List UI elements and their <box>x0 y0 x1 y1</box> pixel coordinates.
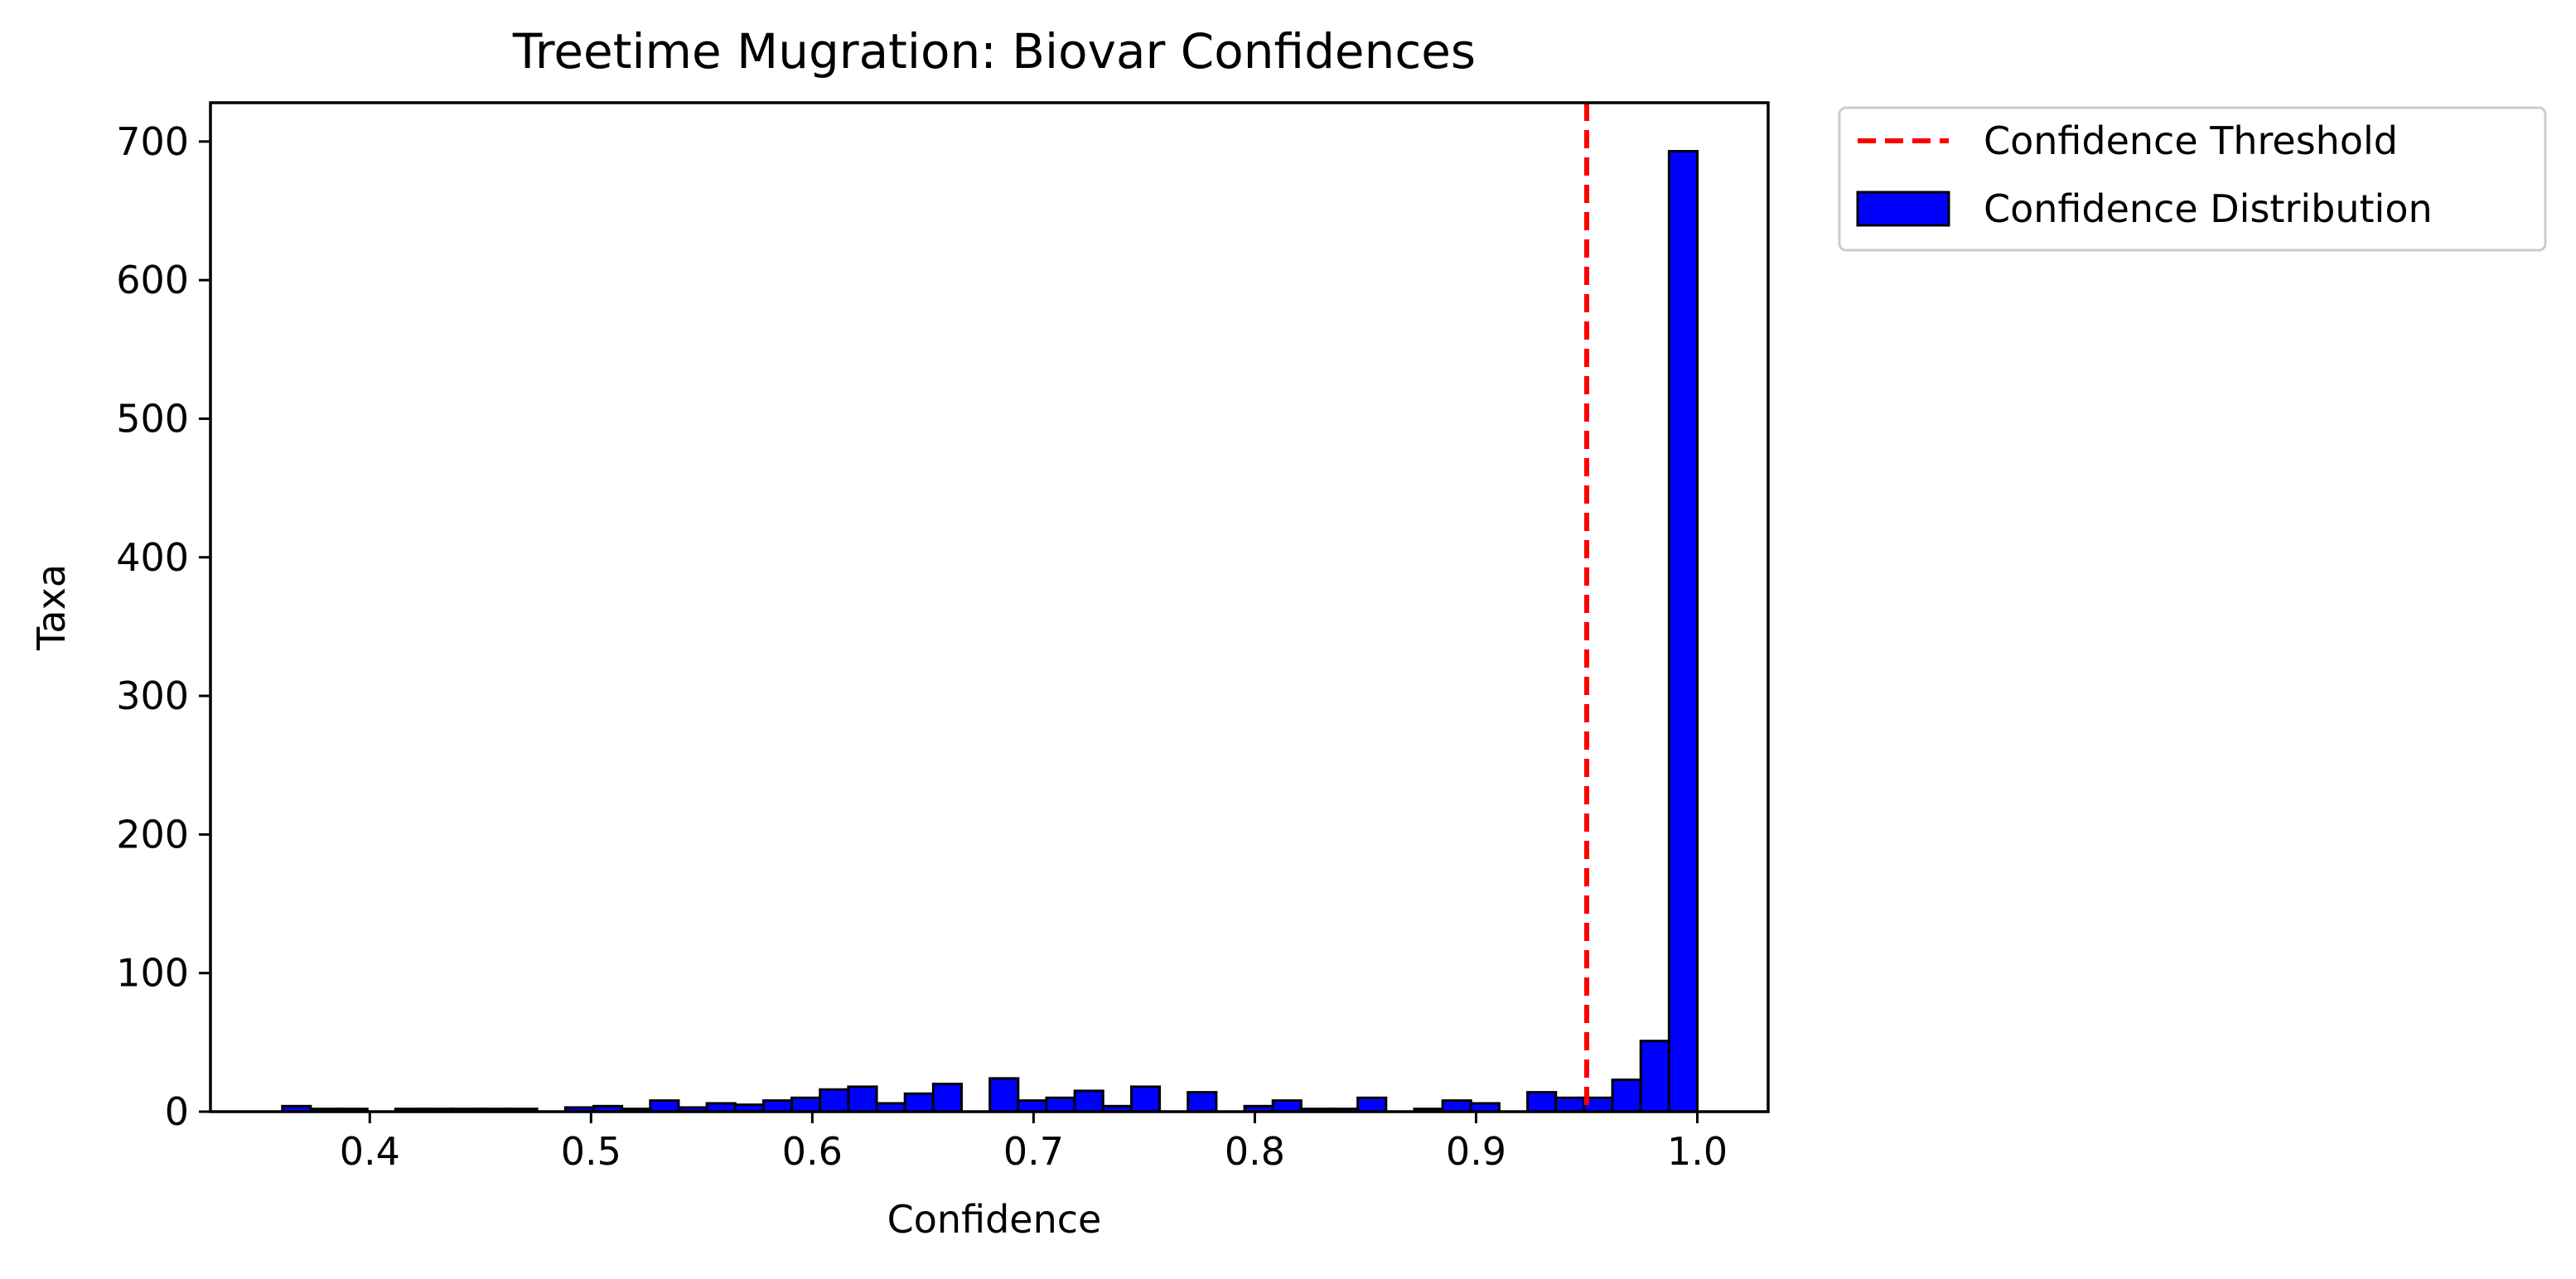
x-tick-label: 0.9 <box>1446 1129 1506 1174</box>
x-axis-label: Confidence <box>887 1197 1102 1242</box>
x-tick-label: 0.4 <box>340 1129 400 1174</box>
y-tick-label: 0 <box>165 1089 189 1134</box>
legend: Confidence Threshold Confidence Distribu… <box>1838 106 2547 252</box>
legend-distribution-label: Confidence Distribution <box>1984 186 2433 231</box>
legend-frame <box>1838 106 2547 252</box>
histogram-bar <box>1639 1040 1670 1113</box>
histogram-bars <box>281 150 1699 1113</box>
histogram-bar <box>1526 1091 1558 1113</box>
y-tick-label: 100 <box>116 951 189 996</box>
x-tick-label: 1.0 <box>1667 1129 1728 1174</box>
histogram-bar <box>761 1099 794 1113</box>
x-tick-label: 0.8 <box>1225 1129 1285 1174</box>
histogram-bar <box>1611 1079 1642 1113</box>
histogram-bar <box>988 1077 1020 1113</box>
x-tick-label: 0.6 <box>782 1129 843 1174</box>
y-tick-label: 300 <box>116 673 189 718</box>
y-tick-label: 700 <box>116 119 189 164</box>
chart-title: Treetime Mugration: Biovar Confidences <box>512 23 1476 80</box>
legend-distribution-swatch <box>1856 191 1950 227</box>
histogram-bar <box>819 1088 850 1113</box>
y-tick-label: 500 <box>116 396 189 441</box>
histogram-bar <box>1129 1085 1162 1113</box>
histogram-bar <box>1356 1096 1388 1113</box>
histogram-bar <box>1441 1099 1472 1113</box>
histogram-bar <box>1073 1089 1104 1113</box>
histogram-bar <box>1554 1096 1586 1113</box>
histogram-bar <box>649 1099 680 1113</box>
histogram-bar <box>1271 1099 1302 1113</box>
y-axis-ticks: 0 100 200 300 400 500 600 700 <box>116 119 210 1134</box>
y-tick-label: 200 <box>116 812 189 857</box>
histogram-bar <box>1017 1099 1048 1113</box>
x-tick-label: 0.5 <box>561 1129 621 1174</box>
histogram-bar <box>1187 1091 1218 1113</box>
histogram-bar <box>1045 1096 1076 1113</box>
histogram-bar <box>931 1083 964 1113</box>
plot-frame <box>209 101 1770 1113</box>
histogram-bar <box>1667 150 1699 1113</box>
y-tick-label: 600 <box>116 258 189 302</box>
y-tick-label: 400 <box>116 535 189 580</box>
histogram-bar <box>903 1092 935 1113</box>
x-axis-ticks: 0.4 0.5 0.6 0.7 0.8 0.9 1.0 <box>340 1112 1728 1174</box>
histogram-bar <box>790 1096 822 1113</box>
legend-threshold-label: Confidence Threshold <box>1984 118 2398 163</box>
x-tick-label: 0.7 <box>1003 1129 1064 1174</box>
y-axis-label: Taxa <box>29 564 74 651</box>
histogram-bar <box>847 1085 878 1113</box>
